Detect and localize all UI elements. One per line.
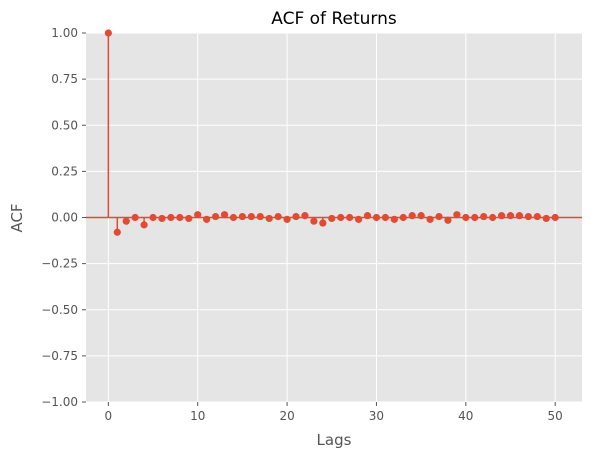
data-point [328,214,336,223]
data-point [372,213,381,222]
data-point [462,213,470,222]
data-point [247,212,255,221]
x-tick-label: 40 [458,409,473,423]
data-point [408,212,416,220]
y-tick-label: 0.25 [51,164,78,178]
data-point [480,212,488,221]
x-tick-label: 20 [279,409,294,423]
data-point [229,213,238,222]
data-point [167,213,175,222]
y-tick-label: −0.75 [41,349,78,363]
x-axis-ticks: 0 10 20 30 40 50 [105,402,563,423]
y-tick-label: −0.25 [41,257,78,271]
data-point [274,212,282,221]
y-axis-ticks: 1.00 0.75 0.50 0.25 0.00 −0.25 −0.50 −0.75 −1.00 [41,26,86,409]
data-point [417,212,425,220]
data-point [524,212,532,221]
data-point [113,228,121,236]
x-tick-label: 10 [190,409,205,423]
chart-title: ACF of Returns [271,9,397,29]
data-point [444,216,452,224]
x-tick-label: 50 [548,409,563,423]
data-point [346,213,354,222]
data-point [489,213,497,222]
data-point [435,212,443,221]
data-point [301,212,309,220]
data-point [390,215,398,223]
y-tick-label: 0.75 [51,72,78,86]
data-point [426,215,434,223]
data-point [471,213,479,222]
data-point [533,212,541,221]
y-tick-label: −1.00 [41,395,78,409]
data-point [140,221,148,229]
data-point [149,213,157,222]
data-point [238,212,246,221]
data-point [381,213,389,222]
data-point [310,217,318,225]
x-axis-title: Lags [317,431,352,449]
data-point [158,214,166,223]
data-point [131,213,139,222]
data-point [292,212,300,221]
data-point [337,213,345,222]
data-point [265,214,273,223]
x-tick-label: 0 [105,409,113,423]
data-point [194,211,202,219]
data-point [104,29,112,37]
data-point [211,212,220,221]
data-point [283,215,291,223]
data-point [220,211,229,219]
data-point [453,211,461,219]
y-tick-label: 1.00 [51,26,78,40]
data-point [497,212,506,220]
data-point [551,213,559,222]
y-tick-label: −0.50 [41,303,78,317]
data-point [515,212,524,220]
data-point [363,212,372,220]
data-point [176,213,184,222]
data-point [256,212,264,221]
y-tick-label: 0.00 [51,211,78,225]
x-tick-label: 30 [369,409,384,423]
data-point [122,217,130,225]
data-point [542,214,550,223]
data-point [506,212,515,220]
data-point [203,215,211,223]
data-point [319,219,327,227]
data-markers [104,29,559,236]
y-axis-title: ACF [8,203,26,232]
data-point [185,214,193,223]
data-point [354,215,363,223]
data-point [399,213,407,222]
y-tick-label: 0.50 [51,118,78,132]
